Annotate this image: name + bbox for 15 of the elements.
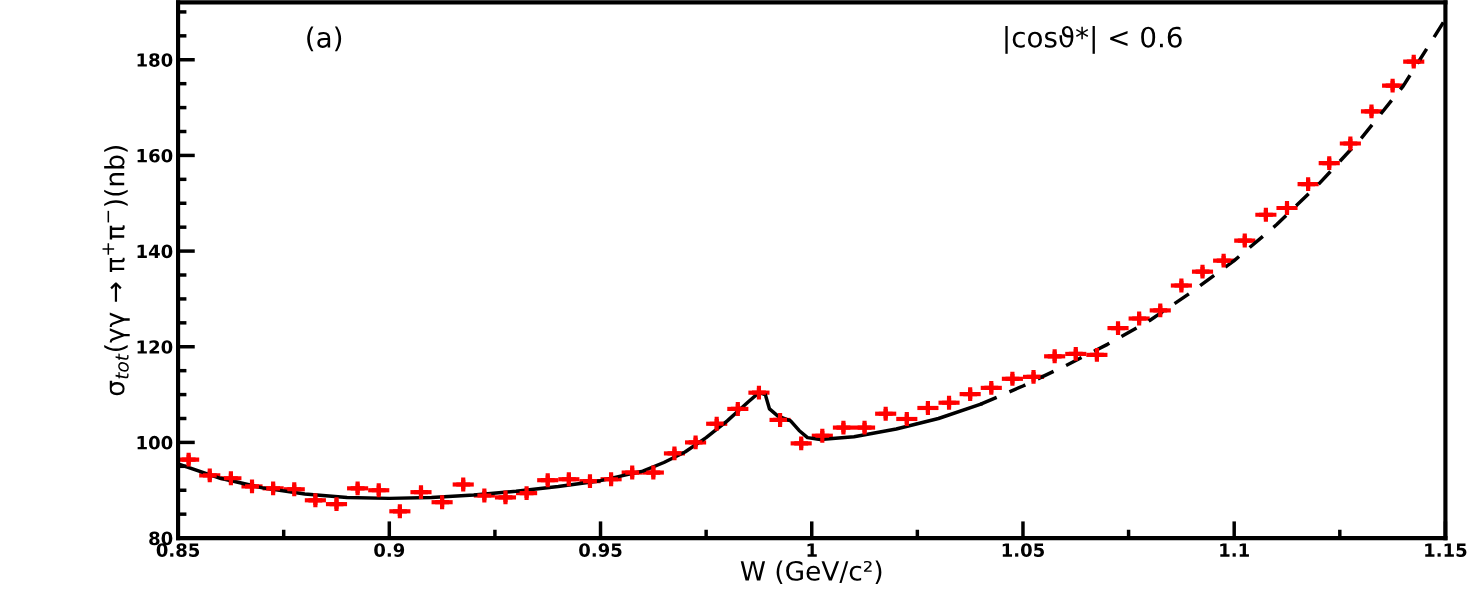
x-tick-label: 1 [807, 543, 817, 557]
x-tick-label: 0.95 [579, 543, 622, 557]
y-tick-label: 100 [137, 435, 173, 450]
y-tick-label: 140 [137, 244, 173, 259]
y-axis-title: σ$_{tot}$(γγ → π$^{+}$π$^{−}$)(nb) [102, 146, 130, 396]
annotation: |cosϑ*| < 0.6 [1005, 25, 1182, 54]
x-tick-label: 0.9 [374, 543, 405, 557]
annotation: (a) [307, 26, 342, 52]
y-tick-label: 160 [137, 148, 173, 163]
y-tick-label: 180 [137, 53, 173, 67]
x-axis-title: W (GeV/c²) [740, 560, 882, 584]
x-tick-label: 1.15 [1425, 543, 1467, 557]
y-tick-label: 120 [137, 340, 173, 354]
x-tick-label: 1.1 [1220, 543, 1249, 557]
x-tick-label: 1.05 [1002, 543, 1044, 557]
